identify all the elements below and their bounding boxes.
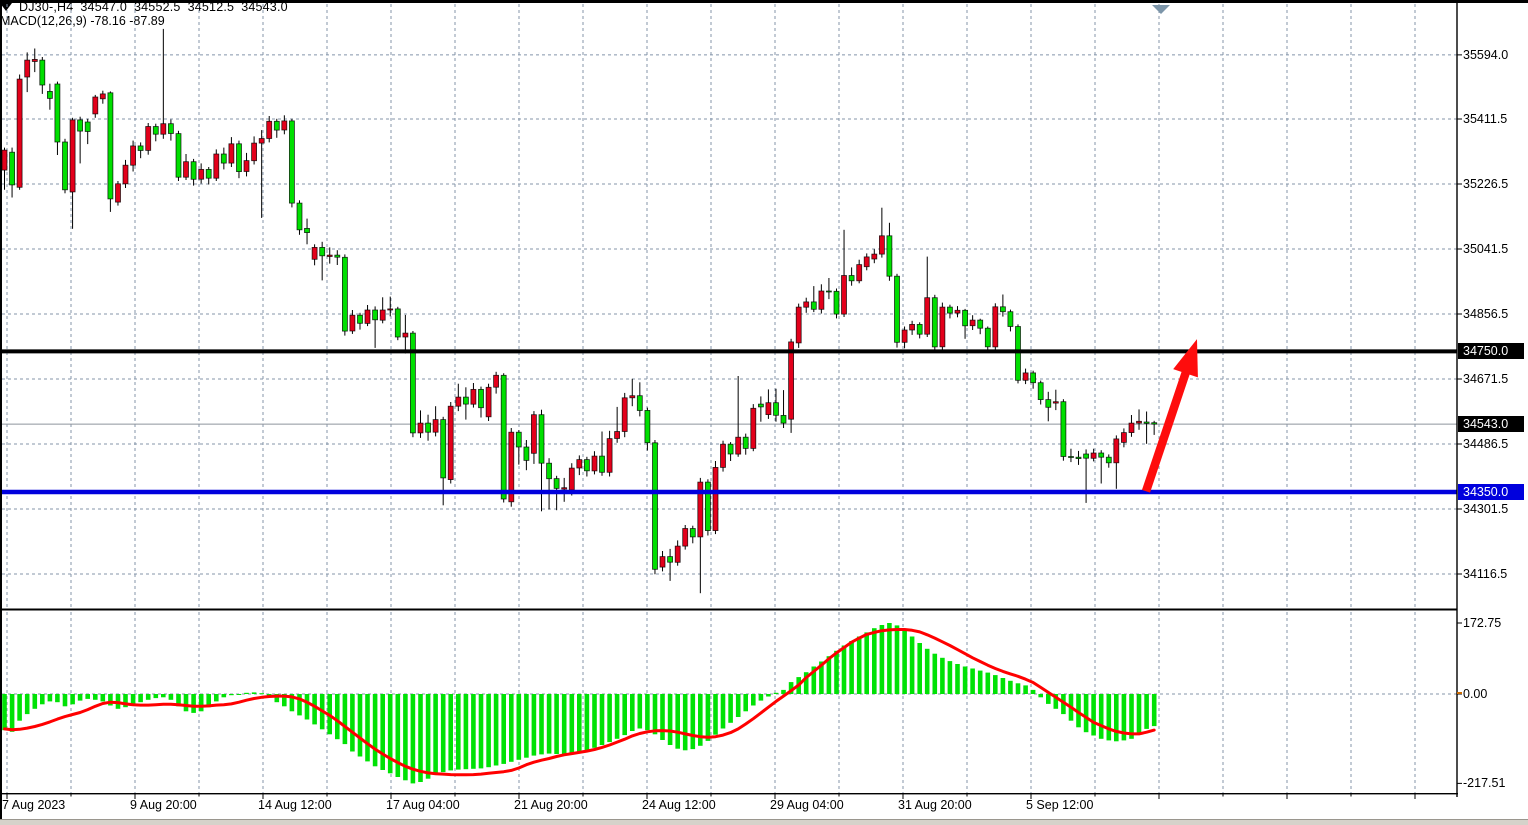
price-axis-label: 34486.5: [1463, 437, 1509, 451]
price-axis-label: 34856.5: [1463, 307, 1509, 321]
price-axis-label: 35594.0: [1463, 47, 1509, 62]
price-axis-label: 34116.5: [1463, 567, 1508, 581]
price-axis-label: 35041.5: [1463, 242, 1509, 256]
price-axis-label: 35226.5: [1463, 177, 1509, 191]
time-axis-label: 24 Aug 12:00: [642, 798, 716, 812]
time-axis-label: 14 Aug 12:00: [258, 798, 332, 812]
candlesticks: [1, 28, 1158, 594]
macd-name: MACD(12,26,9): [0, 14, 87, 28]
time-axis-label: 7 Aug 2023: [2, 798, 66, 812]
support-price-badge: 34350.0: [1458, 483, 1524, 500]
resistance-price-badge: 34750.0: [1458, 343, 1524, 360]
time-axis-label: 17 Aug 04:00: [386, 798, 460, 812]
macd-histogram: [2, 623, 1157, 784]
time-axis-label: 21 Aug 20:00: [514, 798, 588, 812]
trend-arrow-object[interactable]: [1141, 339, 1198, 493]
macd-signal-value: -87.89: [129, 14, 165, 28]
price-axis-label: 34301.5: [1463, 502, 1509, 516]
macd-signal-line: [3, 628, 1156, 777]
macd-axis-label: 0.00: [1463, 687, 1488, 701]
chart-header: DJ30-,H4 34547.0 34552.5 34512.5 34543.0: [0, 0, 1528, 14]
grid-lines: [2, 4, 1457, 793]
current-price-badge: 34543.0: [1458, 416, 1524, 433]
window-left-border: [0, 0, 2, 819]
time-axis-label: 29 Aug 04:00: [770, 798, 844, 812]
macd-indicator-label: MACD(12,26,9) -78.16 -87.89: [0, 14, 1528, 28]
panel-borders: [2, 3, 1462, 799]
window-bottom-strip: [0, 819, 1528, 825]
window-top-border: [0, 0, 1528, 3]
time-axis-label: 5 Sep 12:00: [1026, 798, 1094, 812]
price-axis-label: 35411.5: [1463, 112, 1508, 126]
ohlc-high: 34552.5: [134, 0, 181, 14]
ohlc-close: 34543.0: [241, 0, 288, 14]
time-axis-label: 9 Aug 20:00: [130, 798, 197, 812]
ohlc-open: 34547.0: [80, 0, 127, 14]
chart-shift-marker-icon[interactable]: [1152, 5, 1170, 14]
symbol-dropdown-icon[interactable]: [0, 3, 12, 11]
symbol-period-label: DJ30-,H4: [19, 0, 74, 14]
time-axis-label: 31 Aug 20:00: [898, 798, 972, 812]
macd-main-value: -78.16: [90, 14, 126, 28]
macd-axis-label: -217.51: [1463, 776, 1506, 791]
price-axis-label: 34671.5: [1463, 372, 1509, 386]
macd-axis-label: 172.75: [1463, 616, 1502, 630]
